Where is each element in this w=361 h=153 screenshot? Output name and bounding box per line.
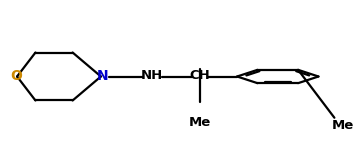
Text: Me: Me: [189, 116, 211, 129]
Text: NH: NH: [141, 69, 163, 82]
Text: N: N: [96, 69, 108, 83]
Text: CH: CH: [190, 69, 210, 82]
Text: Me: Me: [332, 119, 355, 132]
Text: O: O: [10, 69, 22, 84]
